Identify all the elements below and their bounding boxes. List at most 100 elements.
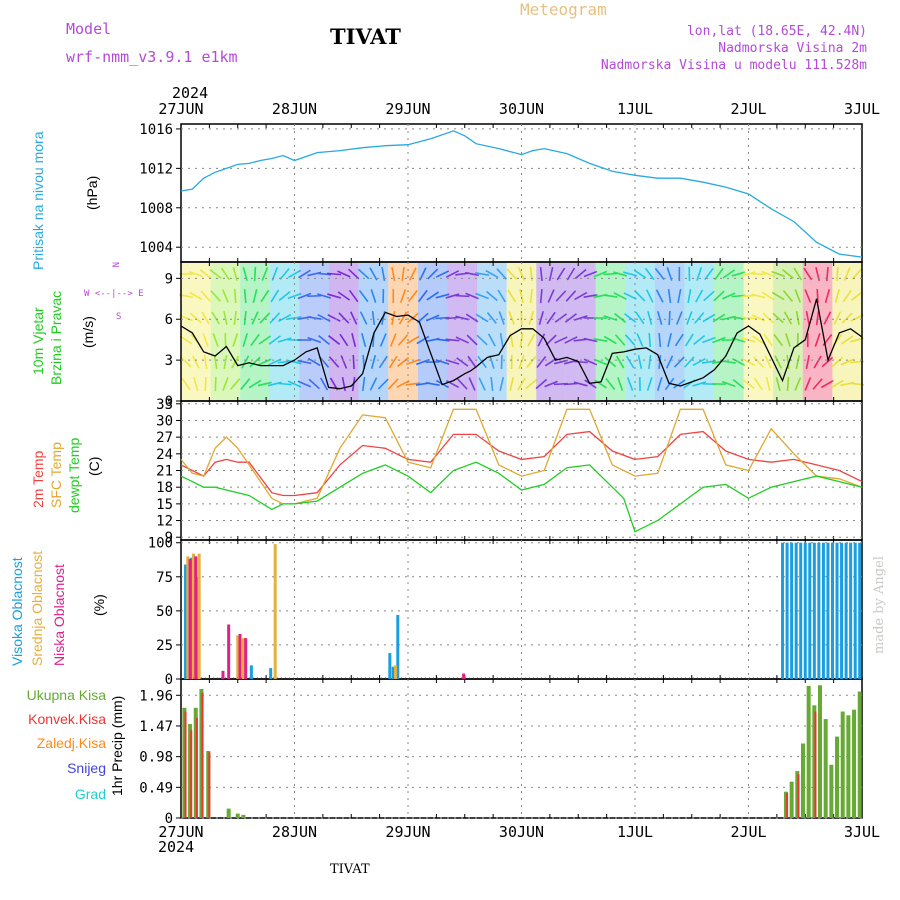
- wind-arrow: [396, 380, 410, 388]
- precip-bar: [208, 752, 211, 818]
- wind-arrow: [564, 336, 578, 344]
- wind-arrow: [466, 334, 478, 346]
- y-tick-label: 6: [165, 312, 173, 328]
- wind-arrow: [475, 292, 489, 300]
- wind-arrow: [348, 289, 359, 303]
- wind-arrow: [445, 359, 460, 365]
- wind-arrow: [535, 378, 548, 390]
- cloud-bar: [249, 665, 253, 679]
- wind-arrow: [307, 316, 322, 320]
- series-line-pritisak-na-nivou-mora: [180, 130, 863, 258]
- wind-arrow: [684, 333, 694, 347]
- wind-arrow: [467, 355, 477, 369]
- wind-arrow: [465, 313, 479, 323]
- wind-arrow: [840, 358, 854, 366]
- series-line-sfc-temp: [180, 408, 863, 505]
- cloud-bar: [808, 542, 812, 679]
- wind-arrow: [673, 379, 686, 389]
- precip-bar: [840, 711, 845, 818]
- cloud-bar: [785, 542, 789, 679]
- wind-arrow: [761, 291, 775, 301]
- wind-arrow: [202, 333, 209, 347]
- wind-arrow: [603, 294, 618, 298]
- wind-arrow: [298, 269, 311, 279]
- wind-arrow: [683, 356, 695, 368]
- wind-arrow: [200, 290, 211, 302]
- cloud-bar: [241, 638, 245, 679]
- wind-arrow: [497, 289, 506, 303]
- wind-arrow: [556, 267, 566, 281]
- precip-bar: [806, 685, 811, 818]
- wind-arrow: [687, 288, 692, 304]
- wind-arrow: [583, 337, 598, 343]
- wind-arrow: [626, 377, 634, 391]
- wind-arrow: [425, 381, 440, 387]
- x-tick-label-top: 3JUL: [844, 100, 880, 118]
- wind-arrow: [820, 379, 834, 389]
- wind-arrow: [232, 267, 238, 281]
- y-tick-label: 30: [156, 413, 173, 429]
- wind-arrow: [242, 267, 248, 281]
- cloud-bar: [812, 542, 816, 679]
- wind-arrow-band: [654, 263, 685, 400]
- x-tick-label-top: 30JUN: [499, 100, 544, 118]
- wind-arrow: [427, 268, 439, 280]
- y-tick-label: 0: [165, 672, 173, 688]
- wind-arrow: [722, 269, 735, 279]
- wind-arrow: [794, 377, 802, 391]
- wind-arrow: [573, 360, 588, 364]
- wind-arrow: [369, 377, 378, 391]
- wind-arrow: [714, 267, 724, 281]
- wind-arrow: [233, 310, 237, 326]
- y-tick-label: 24: [156, 447, 173, 463]
- wind-arrow: [786, 354, 790, 370]
- wind-arrow: [793, 267, 803, 281]
- wind-arrow: [241, 355, 250, 369]
- wind-arrow: [742, 379, 755, 389]
- wind-arrow: [667, 333, 673, 347]
- wind-arrow: [694, 312, 705, 324]
- wind-arrow: [692, 381, 707, 387]
- wind-arrow: [583, 270, 598, 278]
- wind-arrow: [741, 271, 756, 277]
- cloud-bar: [238, 634, 242, 679]
- wind-compass-n: N: [112, 262, 122, 268]
- wind-arrow: [209, 269, 222, 279]
- wind-arrow: [508, 311, 515, 325]
- y-tick-label: 0: [165, 811, 173, 827]
- wind-arrow: [674, 333, 684, 347]
- wind-arrow: [823, 311, 832, 325]
- wind-arrow: [243, 288, 247, 304]
- wind-arrow: [445, 293, 460, 299]
- wind-arrow: [529, 288, 533, 304]
- altitude-label: Nadmorska Visina 2m: [718, 41, 867, 56]
- wind-arrow: [564, 313, 577, 323]
- y-tick-label: 27: [156, 430, 173, 446]
- wind-arrow: [486, 290, 498, 302]
- wind-arrow: [647, 311, 653, 325]
- wind-arrow: [753, 377, 763, 391]
- precip-bar: [823, 719, 828, 818]
- wind-arrow: [475, 271, 490, 277]
- x-tick-label-bottom: 27JUN: [158, 823, 203, 841]
- wind-arrow: [566, 267, 576, 281]
- precip-legend-total: Ukupna Kisa: [26, 687, 106, 703]
- wind-arrow: [603, 314, 618, 322]
- precip-bar: [814, 711, 817, 818]
- wind-arrow: [677, 288, 682, 304]
- series-line-wind-speed: [180, 298, 863, 390]
- y-tick-label: 1008: [139, 201, 173, 217]
- wind-arrow: [253, 266, 257, 282]
- wind-arrow: [486, 312, 497, 324]
- wind-arrow: [843, 267, 851, 281]
- precip-bar: [812, 705, 817, 818]
- precip-legend-snow: Snijeg: [67, 760, 106, 776]
- y-tick-label: 1.47: [139, 719, 173, 735]
- precip-bar: [852, 709, 857, 818]
- wind-arrow: [233, 288, 237, 304]
- wind-arrow: [388, 355, 398, 369]
- wind-arrow: [615, 355, 625, 369]
- wind-arrow: [269, 312, 281, 324]
- wind-arrow: [836, 266, 839, 282]
- wind-arrow: [248, 379, 262, 389]
